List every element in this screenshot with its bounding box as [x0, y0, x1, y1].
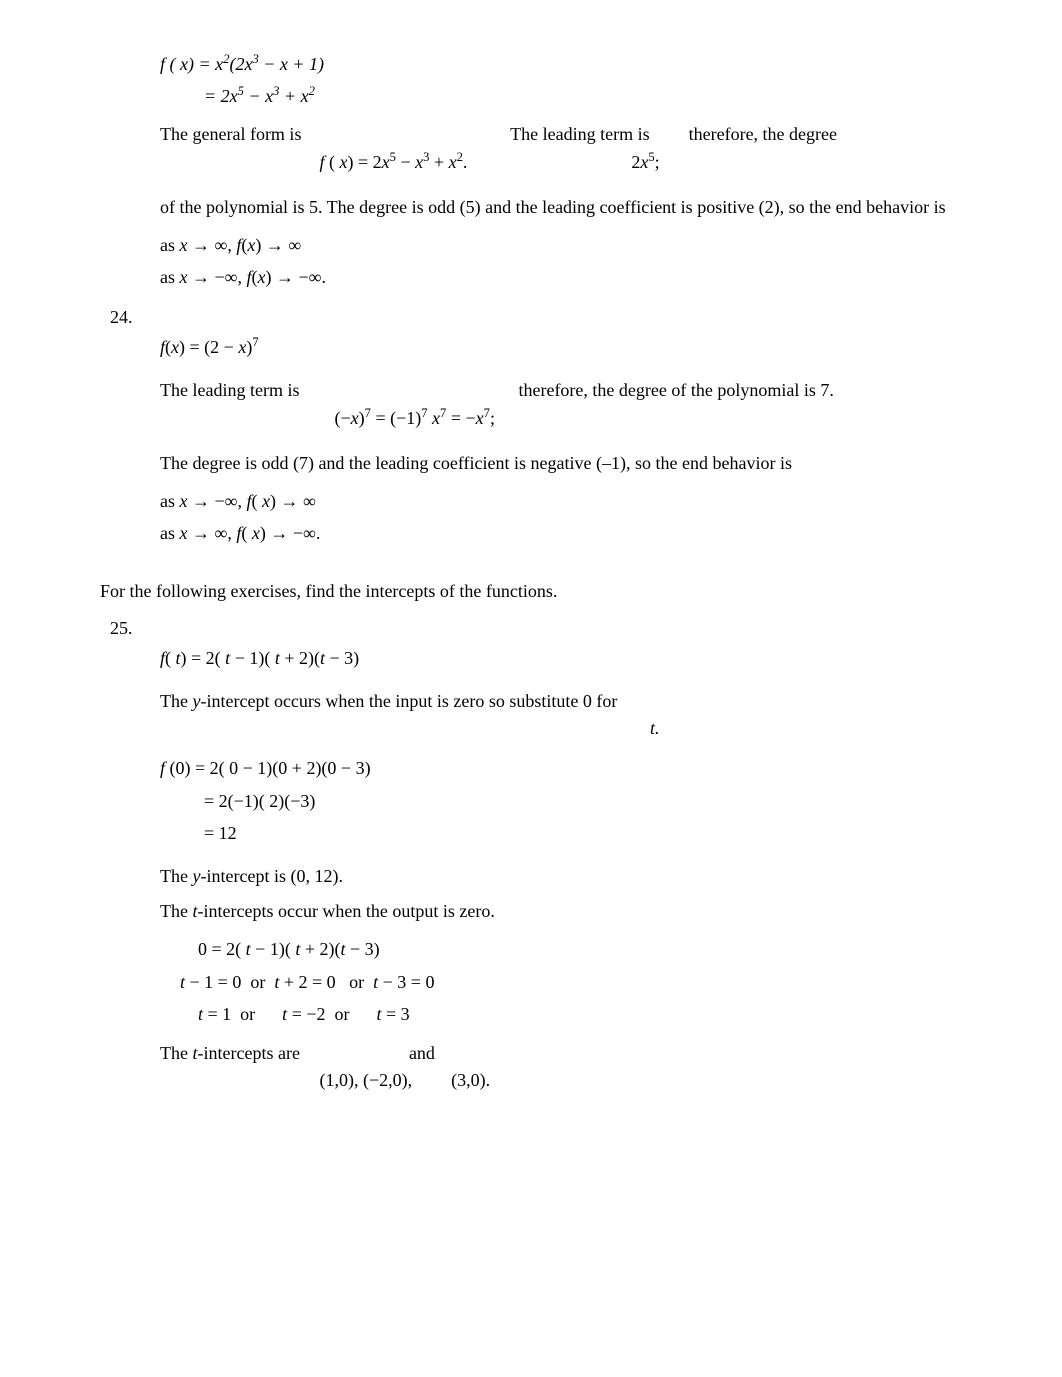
p5-b: -intercept occurs when the input is zero… [200, 691, 617, 711]
p1-d: 2x5; [631, 152, 659, 172]
p7-b: -intercepts occur when the output is zer… [198, 901, 495, 921]
p3-c: therefore, the degree of the polynomial … [518, 380, 833, 400]
section-intercepts: For the following exercises, find the in… [100, 578, 962, 605]
t-intercept-calc: 0 = 2( t − 1)( t + 2)(t − 3) t − 1 = 0 o… [180, 933, 962, 1030]
problem-25-number: 25. [110, 615, 962, 642]
eq2-line1: as x → ∞, f(x) → ∞ [160, 229, 962, 261]
problem-25-function: f( t) = 2( t − 1)( t + 2)(t − 3) [160, 642, 962, 674]
eq4-line2: as x → ∞, f( x) → −∞. [160, 517, 962, 549]
p6-a: The [160, 866, 192, 886]
p8-b: -intercepts are [198, 1043, 305, 1063]
p8-c: (1,0), (−2,0), [320, 1070, 413, 1090]
equation-f-expansion: f ( x) = x2(2x3 − x + 1) = 2x5 − x3 + x2 [160, 48, 962, 113]
eq7-line1: 0 = 2( t − 1)( t + 2)(t − 3) [198, 933, 962, 965]
p1-c: The leading term is [510, 124, 654, 144]
end-behavior-2: as x → −∞, f( x) → ∞ as x → ∞, f( x) → −… [160, 485, 962, 550]
problem-24-number: 24. [110, 304, 962, 331]
p3-a: The leading term is [160, 380, 304, 400]
eq1-line1: f ( x) = x2(2x3 − x + 1) [160, 48, 962, 80]
eq6-line1: f (0) = 2( 0 − 1)(0 + 2)(0 − 3) [160, 752, 962, 784]
p4: The degree is odd (7) and the leading co… [160, 453, 792, 473]
problem-24-function: f(x) = (2 − x)7 [160, 331, 962, 363]
t-intercept-result: The t-intercepts are and (1,0), (−2,0), … [160, 1040, 962, 1094]
p2: of the polynomial is 5. The degree is od… [160, 197, 946, 217]
general-form-paragraph: The general form is The leading term is … [160, 121, 962, 176]
p1-a: The general form is [160, 124, 306, 144]
eq3: f(x) = (2 − x)7 [160, 337, 259, 357]
eq1-line2: = 2x5 − x3 + x2 [204, 80, 962, 112]
p5-a: The [160, 691, 192, 711]
eq6-line3: = 12 [204, 817, 962, 849]
p1-e: therefore, the degree [689, 124, 837, 144]
y-intercept-result: The y-intercept is (0, 12). [160, 863, 962, 890]
eq7-line3: t = 1 or t = −2 or t = 3 [198, 998, 962, 1030]
p8-d: and [409, 1043, 435, 1063]
degree-7-paragraph: The degree is odd (7) and the leading co… [160, 450, 962, 477]
eq5: f( t) = 2( t − 1)( t + 2)(t − 3) [160, 648, 359, 668]
t-intercept-paragraph: The t-intercepts occur when the output i… [160, 898, 962, 925]
degree-5-paragraph: of the polynomial is 5. The degree is od… [160, 194, 962, 221]
p5-t: t. [650, 718, 660, 738]
p6-b: -intercept is (0, 12). [200, 866, 342, 886]
p7-a: The [160, 901, 192, 921]
leading-term-paragraph: The leading term is therefore, the degre… [160, 377, 962, 432]
p1-b: f ( x) = 2x5 − x3 + x2. [320, 152, 468, 172]
p3-b: (−x)7 = (−1)7 x7 = −x7; [335, 408, 495, 428]
p8-e: (3,0). [451, 1070, 490, 1090]
eq6-line2: = 2(−1)( 2)(−3) [204, 785, 962, 817]
p8-a: The [160, 1043, 192, 1063]
y-intercept-paragraph: The y-intercept occurs when the input is… [160, 688, 962, 742]
eq7-line2: t − 1 = 0 or t + 2 = 0 or t − 3 = 0 [180, 966, 962, 998]
eq2-line2: as x → −∞, f(x) → −∞. [160, 261, 962, 293]
end-behavior-1: as x → ∞, f(x) → ∞ as x → −∞, f(x) → −∞. [160, 229, 962, 294]
eq4-line1: as x → −∞, f( x) → ∞ [160, 485, 962, 517]
y-intercept-calc: f (0) = 2( 0 − 1)(0 + 2)(0 − 3) = 2(−1)(… [160, 752, 962, 849]
